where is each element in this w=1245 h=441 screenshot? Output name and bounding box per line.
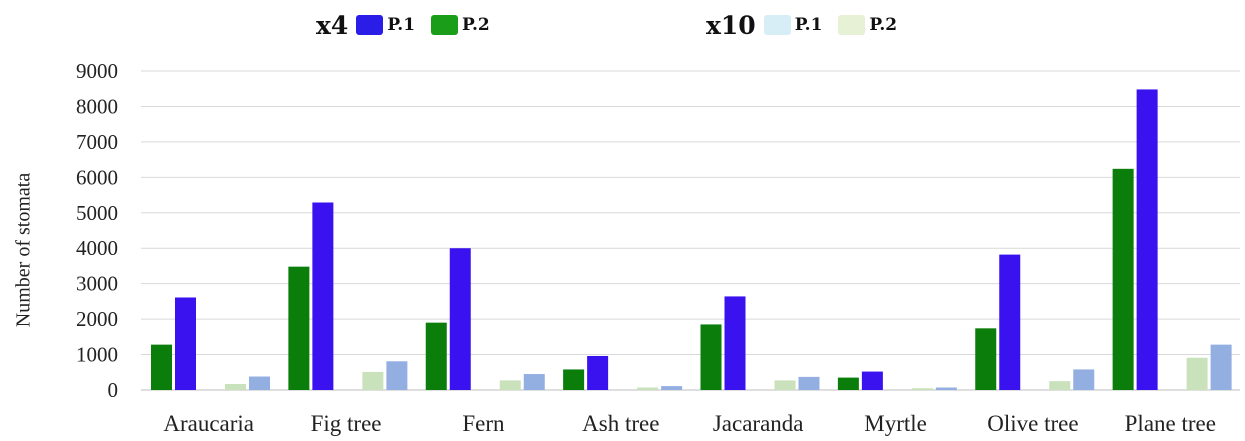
x-tick-label: Araucaria [163, 411, 254, 436]
bar [249, 376, 270, 390]
y-tick-label: 0 [108, 378, 119, 402]
x-tick-label: Myrtle [864, 411, 927, 436]
bar [999, 254, 1021, 390]
bar [861, 371, 883, 390]
legend-group-title: x10 [706, 10, 756, 40]
bar [312, 202, 334, 390]
bar [911, 388, 933, 390]
bar [661, 386, 683, 390]
bar [288, 266, 310, 390]
bar [1112, 168, 1134, 390]
legend-item-x10-p2: P.2 [838, 15, 897, 35]
bar [175, 297, 196, 390]
legend-group-title: x4 [316, 10, 349, 40]
legend-label: P.1 [794, 15, 823, 35]
y-tick-label: 7000 [76, 130, 118, 154]
x-tick-label: Ash tree [582, 411, 659, 436]
bar [975, 328, 997, 390]
bar [724, 296, 746, 390]
bar [523, 374, 545, 390]
bar [837, 377, 859, 390]
y-tick-label: 3000 [76, 272, 118, 296]
bar [499, 380, 521, 390]
y-tick-label: 9000 [76, 59, 118, 83]
x-tick-label: Olive tree [987, 411, 1078, 436]
y-tick-label: 4000 [76, 236, 118, 260]
legend-item-x4-p1: P.1 [356, 15, 415, 35]
y-tick-label: 2000 [76, 307, 118, 331]
legend-swatch [356, 15, 384, 35]
bar [1136, 89, 1158, 390]
bar [798, 376, 820, 390]
y-tick-label: 5000 [76, 201, 118, 225]
bar [700, 324, 722, 390]
bar [225, 383, 246, 390]
bar [1073, 369, 1095, 390]
legend-label: P.2 [869, 15, 898, 35]
bar [563, 369, 585, 390]
bar [935, 387, 957, 390]
legend-x4: x4 P.1 P.2 [316, 10, 506, 40]
y-axis-label: Number of stomata [12, 172, 35, 328]
legend-swatch [763, 15, 791, 35]
legend-swatch [431, 15, 459, 35]
bar [449, 248, 471, 390]
bar [587, 355, 609, 390]
bar [425, 322, 447, 390]
bar [1210, 344, 1232, 390]
legend-swatch [838, 15, 866, 35]
legend-label: P.2 [462, 15, 490, 35]
legend-item-x10-p1: P.1 [763, 15, 823, 35]
x-tick-label: Plane tree [1125, 411, 1216, 436]
bar [386, 361, 408, 390]
x-tick-label: Jacaranda [713, 411, 804, 436]
bar [362, 371, 384, 390]
bar [151, 344, 172, 390]
bar [774, 380, 796, 390]
bar [637, 387, 659, 390]
y-tick-label: 8000 [76, 94, 118, 118]
x-tick-label: Fig tree [311, 411, 382, 436]
legend-item-x4-p2: P.2 [431, 15, 490, 35]
x-tick-label: Fern [462, 411, 505, 436]
legend-x10: x10 P.1 P.2 [706, 10, 913, 40]
legend-label: P.1 [387, 15, 416, 35]
bar [1186, 357, 1208, 390]
bar [1049, 381, 1071, 390]
y-tick-label: 6000 [76, 165, 118, 189]
y-tick-label: 1000 [76, 343, 118, 367]
